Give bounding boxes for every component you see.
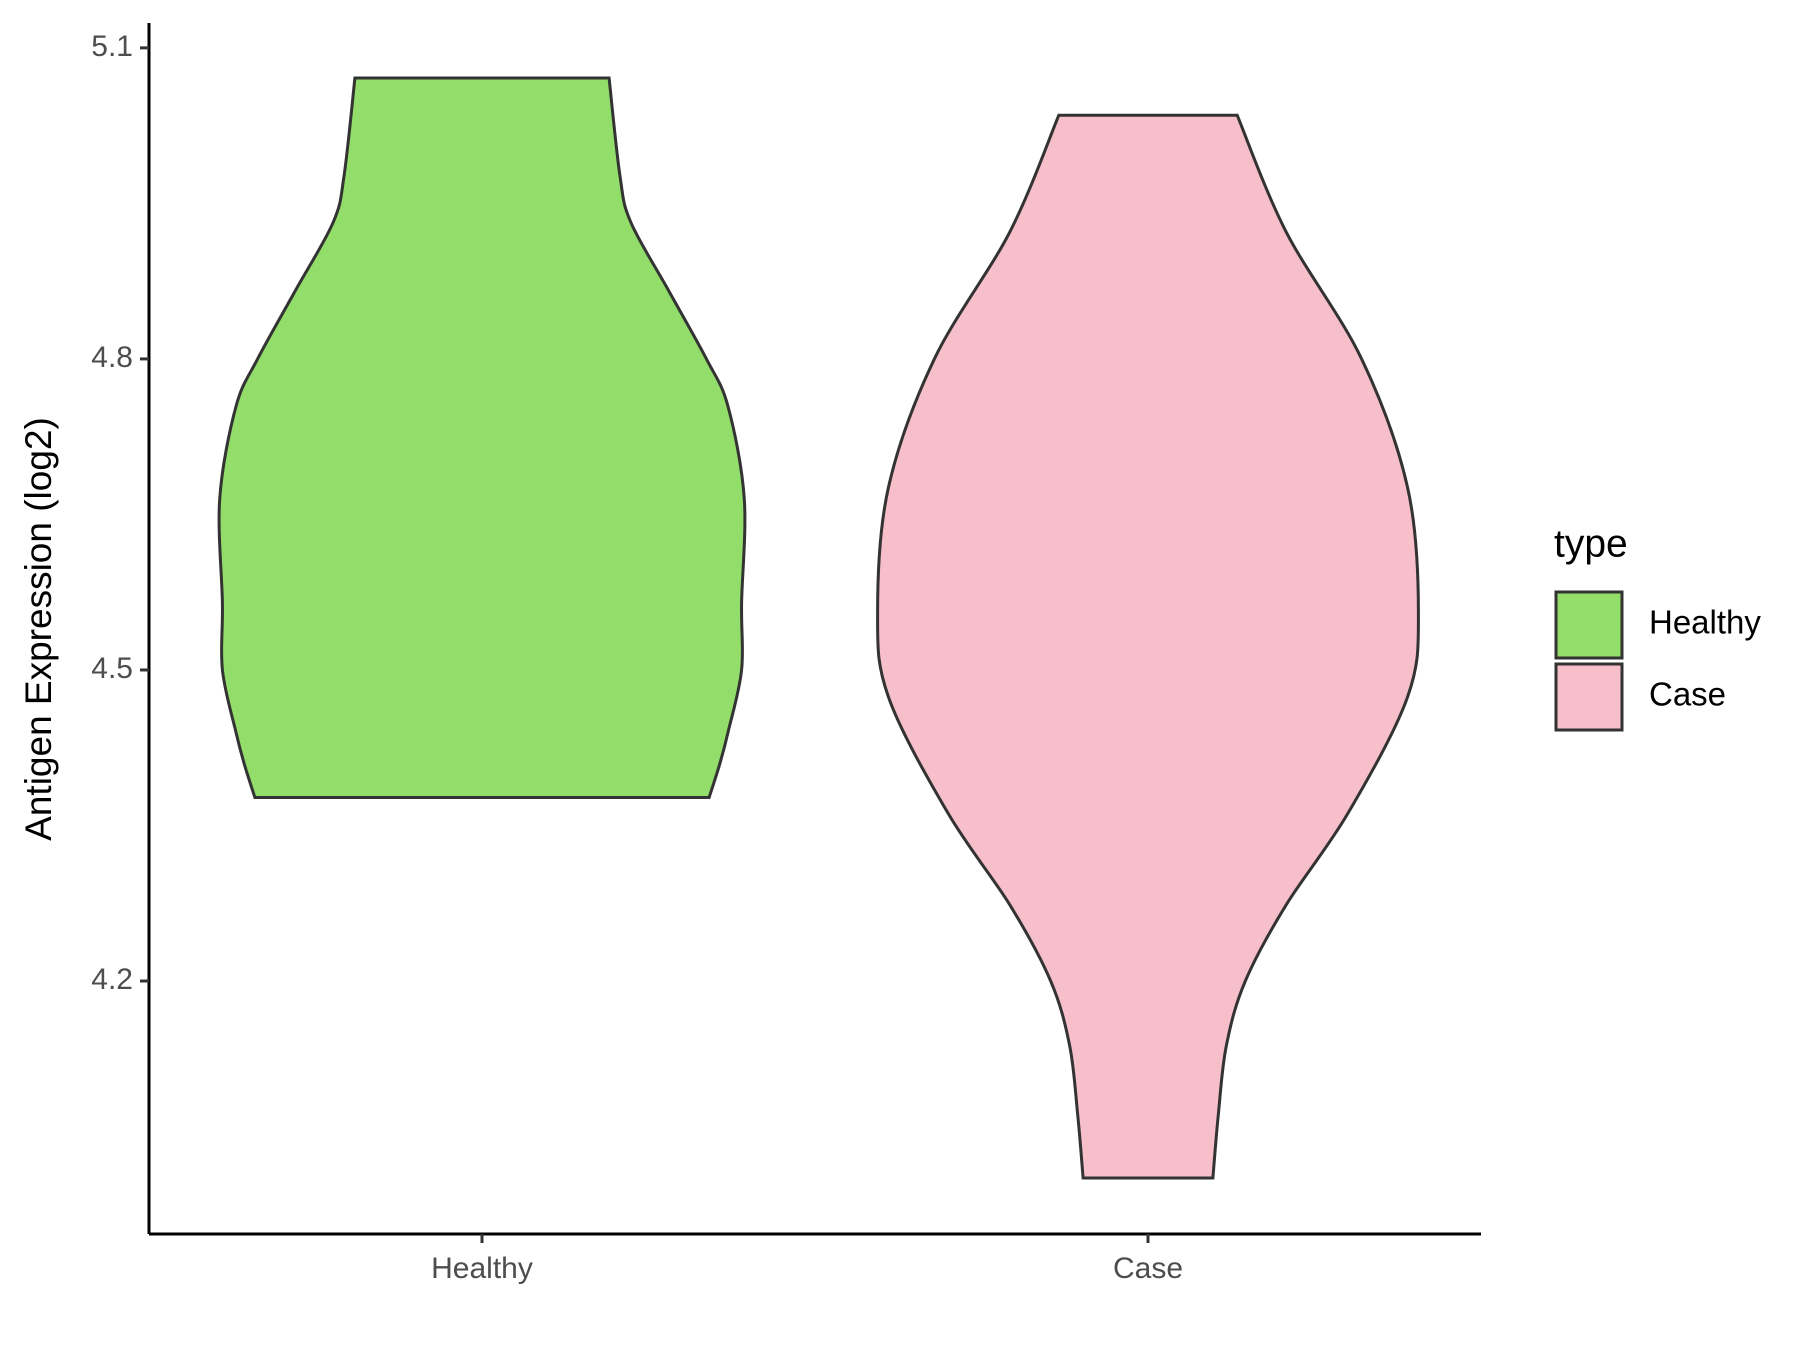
legend-key: [1554, 662, 1624, 732]
legend-label: Healthy: [1649, 604, 1761, 641]
y-tick-label: 4.5: [91, 652, 133, 685]
legend-key: [1554, 590, 1624, 660]
x-tick-label: Healthy: [431, 1252, 533, 1285]
legend-title: type: [1554, 522, 1628, 565]
violin: [876, 113, 1420, 1180]
violin: [217, 76, 747, 800]
legend-label: Case: [1649, 676, 1726, 713]
y-axis-title: Antigen Expression (log2): [18, 417, 59, 841]
x-tick-label: Case: [1113, 1252, 1183, 1285]
y-tick-label: 5.1: [91, 30, 133, 63]
y-tick-label: 4.2: [91, 963, 133, 996]
y-tick-label: 4.8: [91, 341, 133, 374]
